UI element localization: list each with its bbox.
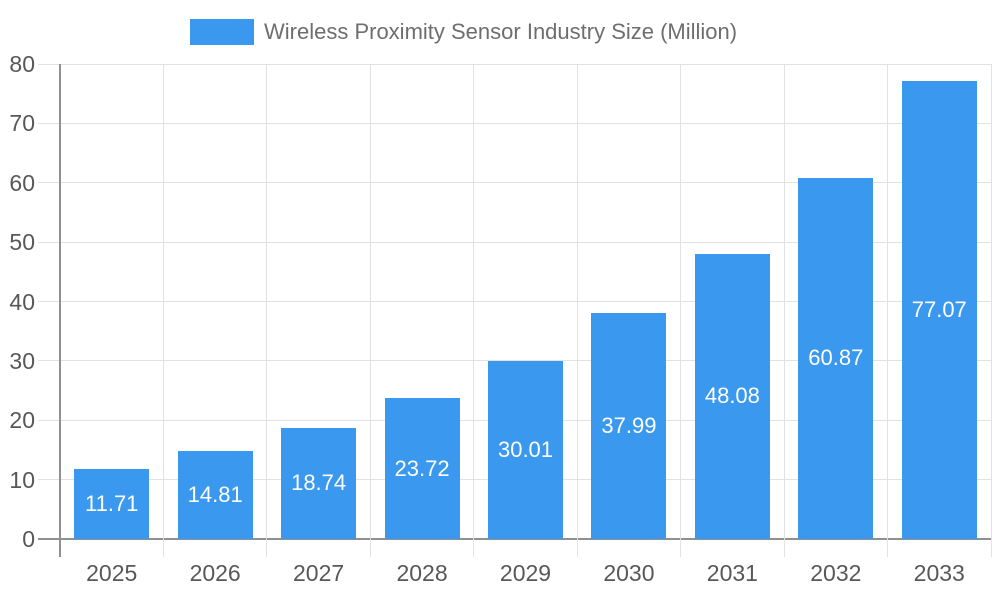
bar-value-label: 37.99 [601,413,657,439]
y-gridline [38,63,991,65]
bar-2026[interactable] [177,451,253,539]
y-tick-label: 70 [9,110,35,137]
legend-swatch [190,18,254,45]
x-tick-label: 2028 [396,560,448,586]
y-tick-label: 60 [9,169,35,196]
x-tick-label: 2032 [810,560,862,586]
x-gridline [369,64,371,557]
x-gridline [887,64,889,557]
bar-2030[interactable] [591,313,667,539]
y-tick-label: 50 [9,229,35,256]
bar-2025[interactable] [74,469,150,539]
y-tick-label: 40 [9,288,35,315]
y-tick-label: 10 [9,466,35,493]
y-tick-label: 20 [9,407,35,434]
x-tick-label: 2030 [603,560,655,586]
bar-value-label: 60.87 [808,345,864,371]
legend-label: Wireless Proximity Sensor Industry Size … [264,18,738,44]
y-axis-line [59,64,61,557]
y-gridline [38,301,991,302]
x-gridline [990,64,992,557]
x-tick-label: 2025 [86,560,138,586]
x-tick-label: 2029 [499,560,552,586]
bar-value-label: 18.74 [291,470,347,496]
y-tick-label: 30 [9,347,35,374]
x-gridline [783,64,785,557]
chart-legend: Wireless Proximity Sensor Industry Size … [190,18,737,45]
x-tick-label: 2026 [189,560,241,586]
x-tick-label: 2031 [706,560,758,586]
bar-2029[interactable] [488,360,563,539]
y-gridline [38,122,991,124]
bar-value-label: 23.72 [394,455,450,481]
x-gridline [162,64,164,557]
y-gridline [38,241,991,243]
x-tick-label: 2027 [293,560,345,586]
x-gridline [680,64,682,557]
bar-value-label: 30.01 [497,436,554,462]
bar-2033[interactable] [901,81,977,539]
y-tick-label: 80 [9,51,35,77]
x-axis-line [38,538,991,540]
bar-value-label: 48.08 [704,383,760,409]
bar-value-label: 77.07 [911,297,967,323]
y-tick-label: 0 [22,526,35,552]
x-tick-label: 2033 [913,560,965,586]
bar-2027[interactable] [281,427,357,539]
bar-value-label: 14.81 [187,482,243,508]
x-gridline [576,64,578,557]
bar-value-label: 11.71 [85,491,139,517]
x-gridline [266,64,268,557]
bar-2031[interactable] [694,253,770,539]
bar-2028[interactable] [384,398,460,539]
x-gridline [473,64,475,557]
y-gridline [38,182,991,184]
bar-2032[interactable] [798,177,874,539]
